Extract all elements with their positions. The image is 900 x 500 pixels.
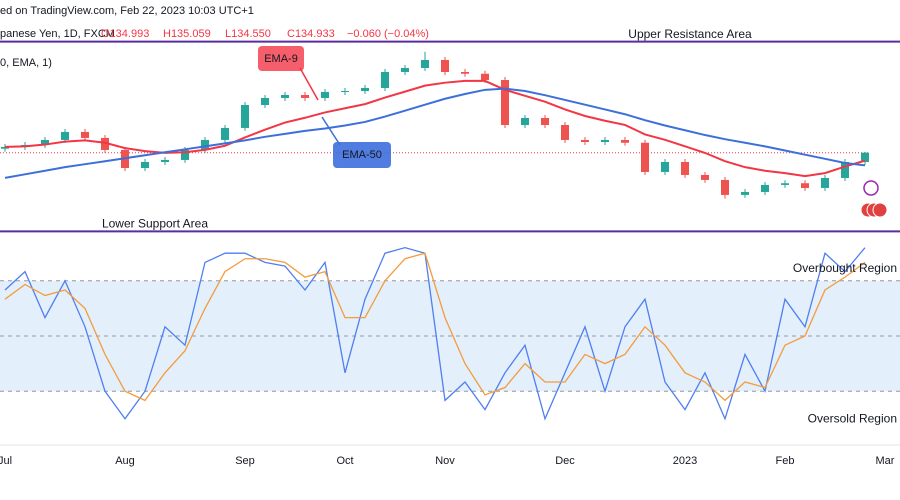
callout-pointer <box>299 67 319 101</box>
source: ed on TradingView.com, Feb 22, 2023 10:0… <box>0 5 254 17</box>
icon <box>863 180 879 196</box>
candle-body <box>541 117 549 125</box>
x-tick-label: Oct <box>336 455 353 467</box>
icon <box>872 202 888 218</box>
indicator-line <box>4 87 866 179</box>
open: O134.993 <box>101 28 149 40</box>
candle-body <box>641 142 649 172</box>
candle-body <box>801 183 809 188</box>
candle-body <box>601 139 609 142</box>
low: L134.550 <box>225 28 271 40</box>
candle-body <box>501 80 509 125</box>
x-tick-label: Mar <box>876 455 895 467</box>
candle-body <box>561 124 569 140</box>
candle-body <box>461 71 469 74</box>
close: C134.933 <box>287 28 335 40</box>
high: H135.059 <box>163 28 211 40</box>
candle-body <box>821 177 829 188</box>
legend-entry: EMA-9 <box>264 53 298 65</box>
candle-body <box>101 137 109 150</box>
candle-body <box>81 131 89 138</box>
change: −0.060 (−0.04%) <box>347 28 429 40</box>
candle-body <box>401 67 409 72</box>
x-tick-label: Jul <box>0 455 12 467</box>
level-label: Oversold Region <box>808 411 897 425</box>
candle-body <box>581 139 589 142</box>
level-label: Lower Support Area <box>102 217 208 231</box>
x-tick-label: Nov <box>435 455 455 467</box>
candle-body <box>201 139 209 150</box>
candle-body <box>181 149 189 160</box>
candle-body <box>721 179 729 195</box>
indicator: 0, EMA, 1) <box>0 57 52 69</box>
candle-body <box>661 161 669 172</box>
candle-body <box>41 139 49 145</box>
candle-body <box>381 71 389 88</box>
candle-body <box>341 91 349 93</box>
candle-body <box>221 127 229 140</box>
indicator-line <box>4 247 866 421</box>
level-label: Upper Resistance Area <box>628 27 752 41</box>
candle-body <box>241 104 249 128</box>
candle-body <box>361 87 369 92</box>
candle-body <box>321 91 329 98</box>
candle-body <box>761 184 769 192</box>
x-tick-label: Feb <box>776 455 795 467</box>
level-label: Overbought Region <box>793 261 897 275</box>
candle-body <box>281 95 289 98</box>
candle-body <box>701 174 709 180</box>
candle-body <box>781 183 789 185</box>
candle-body <box>861 152 869 162</box>
symbol: panese Yen, 1D, FXCM <box>0 28 115 40</box>
candle-body <box>161 159 169 162</box>
candle-body <box>61 131 69 140</box>
candle-body <box>421 59 429 68</box>
callout-pointer <box>321 116 341 146</box>
callout-box <box>258 46 304 71</box>
candle-body <box>741 191 749 195</box>
candle-body <box>841 161 849 178</box>
x-tick-label: Aug <box>115 455 135 467</box>
candle-body <box>141 161 149 168</box>
callout-box <box>333 142 391 168</box>
candle-body <box>521 117 529 125</box>
candle-body <box>301 95 309 98</box>
candle-body <box>441 59 449 72</box>
candle-body <box>481 73 489 81</box>
x-tick-label: Sep <box>235 455 255 467</box>
candle-body <box>681 161 689 175</box>
candle-body <box>621 139 629 143</box>
indicator-line <box>4 79 866 178</box>
indicator-line <box>4 252 866 402</box>
x-tick-label: 2023 <box>673 455 697 467</box>
candle-body <box>261 97 269 105</box>
x-tick-label: Dec <box>555 455 575 467</box>
legend-entry: EMA-50 <box>342 149 382 161</box>
candle-body <box>1 146 9 149</box>
